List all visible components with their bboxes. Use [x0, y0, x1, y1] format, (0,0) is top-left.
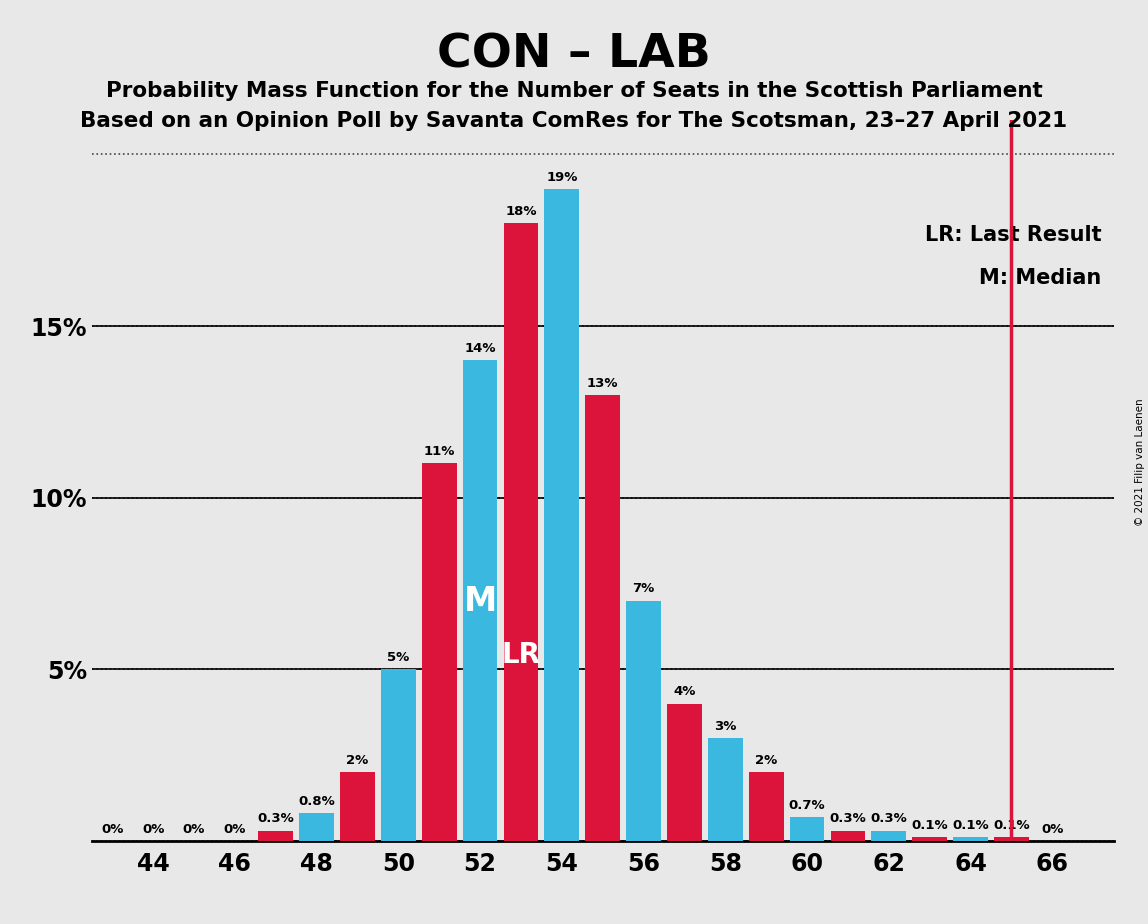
- Bar: [463, 360, 497, 841]
- Bar: [913, 837, 947, 841]
- Text: M: Median: M: Median: [979, 268, 1101, 288]
- Text: 11%: 11%: [424, 445, 455, 458]
- Bar: [504, 223, 538, 841]
- Text: 13%: 13%: [587, 377, 619, 390]
- Text: M: M: [464, 585, 497, 618]
- Text: 0.8%: 0.8%: [298, 796, 335, 808]
- Text: 14%: 14%: [464, 342, 496, 355]
- Text: Based on an Opinion Poll by Savanta ComRes for The Scotsman, 23–27 April 2021: Based on an Opinion Poll by Savanta ComR…: [80, 111, 1068, 131]
- Bar: [421, 463, 457, 841]
- Bar: [585, 395, 620, 841]
- Bar: [340, 772, 375, 841]
- Text: 0.1%: 0.1%: [993, 820, 1030, 833]
- Text: 7%: 7%: [633, 582, 654, 595]
- Text: LR: Last Result: LR: Last Result: [924, 225, 1101, 245]
- Text: 2%: 2%: [755, 754, 777, 767]
- Text: 0%: 0%: [142, 822, 164, 835]
- Text: Probability Mass Function for the Number of Seats in the Scottish Parliament: Probability Mass Function for the Number…: [106, 81, 1042, 102]
- Bar: [708, 738, 743, 841]
- Text: 4%: 4%: [673, 686, 696, 699]
- Bar: [994, 837, 1029, 841]
- Text: 19%: 19%: [546, 171, 577, 184]
- Text: 5%: 5%: [387, 651, 410, 664]
- Text: 0%: 0%: [1041, 822, 1063, 835]
- Text: 0.7%: 0.7%: [789, 798, 825, 811]
- Text: LR: LR: [502, 641, 541, 669]
- Text: CON – LAB: CON – LAB: [437, 32, 711, 78]
- Bar: [300, 813, 334, 841]
- Text: 3%: 3%: [714, 720, 737, 733]
- Text: 0%: 0%: [224, 822, 246, 835]
- Text: 0.3%: 0.3%: [870, 812, 907, 825]
- Bar: [626, 601, 661, 841]
- Bar: [381, 669, 416, 841]
- Text: 0.3%: 0.3%: [257, 812, 294, 825]
- Bar: [871, 831, 906, 841]
- Text: 18%: 18%: [505, 205, 537, 218]
- Bar: [544, 188, 580, 841]
- Bar: [790, 817, 824, 841]
- Bar: [667, 703, 701, 841]
- Text: © 2021 Filip van Laenen: © 2021 Filip van Laenen: [1135, 398, 1145, 526]
- Bar: [953, 837, 988, 841]
- Text: 2%: 2%: [347, 754, 369, 767]
- Text: 0.1%: 0.1%: [952, 820, 988, 833]
- Bar: [748, 772, 784, 841]
- Text: 0%: 0%: [101, 822, 124, 835]
- Text: 0.1%: 0.1%: [912, 820, 948, 833]
- Bar: [830, 831, 866, 841]
- Text: 0.3%: 0.3%: [830, 812, 867, 825]
- Bar: [258, 831, 293, 841]
- Text: 0%: 0%: [183, 822, 205, 835]
